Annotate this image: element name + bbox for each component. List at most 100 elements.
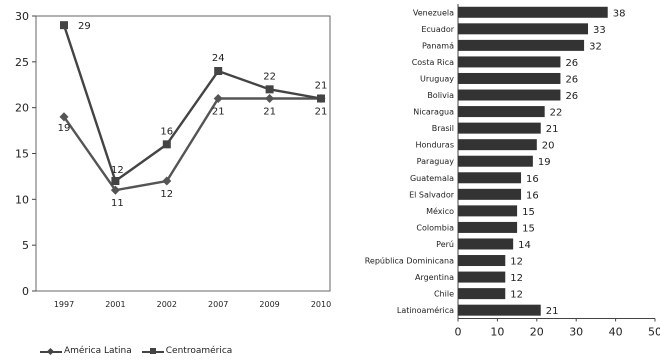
x-tick-label: 2007 [208,300,228,309]
data-point [213,93,223,104]
value-label: 26 [565,91,578,102]
series-line [63,97,321,192]
bar [458,304,541,316]
category-label: Guatemala [410,174,454,183]
bar [458,6,608,18]
bar [458,39,585,51]
value-label: 19 [538,157,551,168]
bar [458,155,533,167]
value-label: 20 [542,141,555,152]
category-label: Costa Rica [412,58,454,67]
category-label: Venezuela [413,8,454,17]
data-point [265,85,274,94]
bar [458,255,506,267]
x-tick-label: 2001 [105,300,125,309]
bar [458,139,537,151]
data-label: 21 [315,81,328,92]
y-tick-label: 5 [22,239,29,252]
x-tick-label: 0 [455,325,462,338]
data-point [59,112,69,122]
value-label: 16 [526,174,539,185]
bar [458,72,561,84]
category-label: El Salvador [409,190,455,199]
value-label: 21 [546,124,559,135]
data-point [317,94,325,103]
data-label: 22 [263,71,276,82]
category-label: República Dominicana [365,257,454,266]
bar [458,23,589,35]
data-point [162,176,172,186]
bar [458,288,506,300]
bar-chart: Venezuela 38 Ecuador 33 Panamá 32 Costa Rica 26… [365,4,660,338]
legend-label: Centroamérica [165,346,233,356]
bar [458,172,522,184]
x-tick-label: 40 [609,325,623,338]
data-point [265,93,275,104]
data-point [110,185,120,195]
value-label: 32 [589,41,602,52]
value-label: 16 [526,190,539,201]
value-label: 33 [593,25,606,36]
data-label: 12 [160,189,173,200]
x-tick-label: 20 [530,325,544,338]
value-label: 12 [510,273,523,284]
x-tick-label: 50 [648,325,660,338]
value-label: 15 [522,223,535,234]
category-label: Chile [434,290,454,299]
data-point [162,140,171,149]
x-tick-label: 1997 [54,300,74,309]
bar [458,188,522,200]
category-label: Argentina [415,273,454,282]
legend: América Latina Centroamérica [40,346,232,356]
data-point [111,177,120,185]
square-marker-icon [141,347,164,355]
legend-item-america-latina: América Latina [40,346,132,356]
y-tick-label: 15 [15,148,29,161]
bar [458,56,561,68]
x-tick-label: 30 [569,325,583,338]
value-label: 21 [546,306,559,317]
data-label: 16 [160,126,173,137]
bar [458,106,545,118]
data-label: 29 [78,21,91,32]
legend-label: América Latina [64,346,132,356]
category-label: Honduras [416,141,455,150]
category-label: Paraguay [417,157,455,166]
y-tick-label: 10 [15,193,29,206]
bar [458,238,514,250]
data-label: 19 [58,123,71,134]
bar [458,89,561,101]
diamond-marker-icon [40,347,62,355]
category-label: Brasil [432,124,454,133]
category-label: México [426,206,454,216]
data-label: 11 [111,198,124,209]
legend-item-centroamerica: Centroamérica [141,346,233,356]
value-label: 26 [565,74,578,85]
series-line [62,24,322,183]
category-label: Latinoamérica [397,305,454,315]
category-label: Ecuador [421,25,454,34]
bar [458,122,541,134]
value-label: 12 [510,257,523,268]
data-point [214,67,223,75]
x-tick-label: 2010 [311,300,331,309]
data-label: 21 [315,107,328,118]
category-label: Nicaragua [413,108,454,117]
x-tick-label: 2002 [157,300,177,309]
x-tick-label: 2009 [259,300,279,309]
data-label: 21 [212,107,225,118]
bar [458,205,518,217]
value-label: 15 [522,207,535,218]
value-label: 12 [510,290,523,301]
value-label: 14 [518,240,531,251]
value-label: 26 [565,58,578,69]
category-label: Uruguay [420,74,454,83]
y-tick-label: 0 [22,285,29,298]
y-tick-label: 30 [15,10,29,23]
category-label: Panamá [422,41,454,50]
value-label: 38 [613,8,626,19]
data-point [60,21,68,30]
line-chart: 0 5 10 15 20 25 30 1997 2001 2002 2007 2009 2010 19 11… [15,10,331,309]
category-label: Bolivia [427,91,454,100]
value-label: 22 [550,108,563,119]
